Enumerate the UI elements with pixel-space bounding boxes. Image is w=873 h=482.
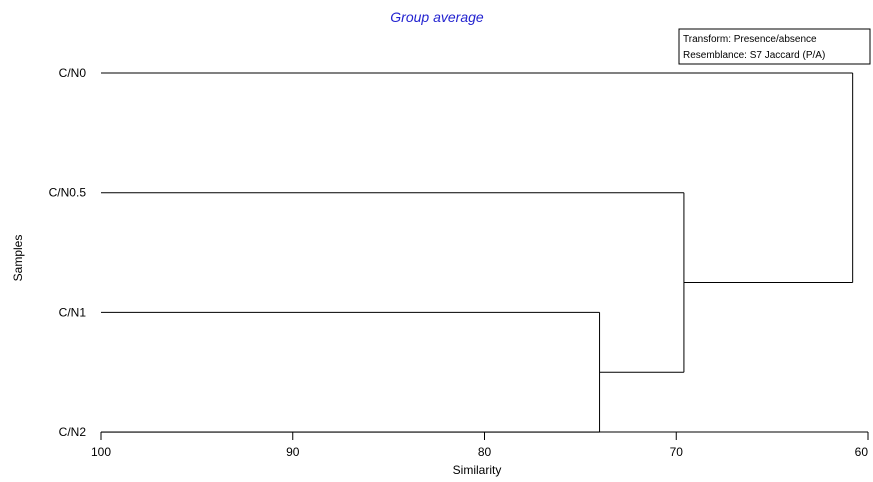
sample-label: C/N1 <box>59 305 87 319</box>
chart-title: Group average <box>390 9 484 25</box>
y-axis-label: Samples <box>11 235 25 282</box>
x-tick-label: 70 <box>670 445 684 459</box>
dendrogram-links <box>101 73 853 432</box>
legend-transform: Transform: Presence/absence <box>683 34 817 45</box>
x-axis-ticks: 100 90 80 70 60 <box>91 432 868 459</box>
legend-resemblance: Resemblance: S7 Jaccard (P/A) <box>683 50 825 61</box>
x-tick-label: 90 <box>286 445 300 459</box>
sample-label: C/N0.5 <box>49 186 87 200</box>
sample-labels: C/N0 C/N0.5 C/N1 C/N2 <box>49 66 87 439</box>
x-tick-label: 80 <box>478 445 492 459</box>
sample-label: C/N2 <box>59 425 87 439</box>
x-tick-label: 100 <box>91 445 111 459</box>
x-tick-label: 60 <box>855 445 869 459</box>
x-axis-label: Similarity <box>453 463 502 477</box>
sample-label: C/N0 <box>59 66 87 80</box>
legend-box: Transform: Presence/absence Resemblance:… <box>679 29 870 64</box>
